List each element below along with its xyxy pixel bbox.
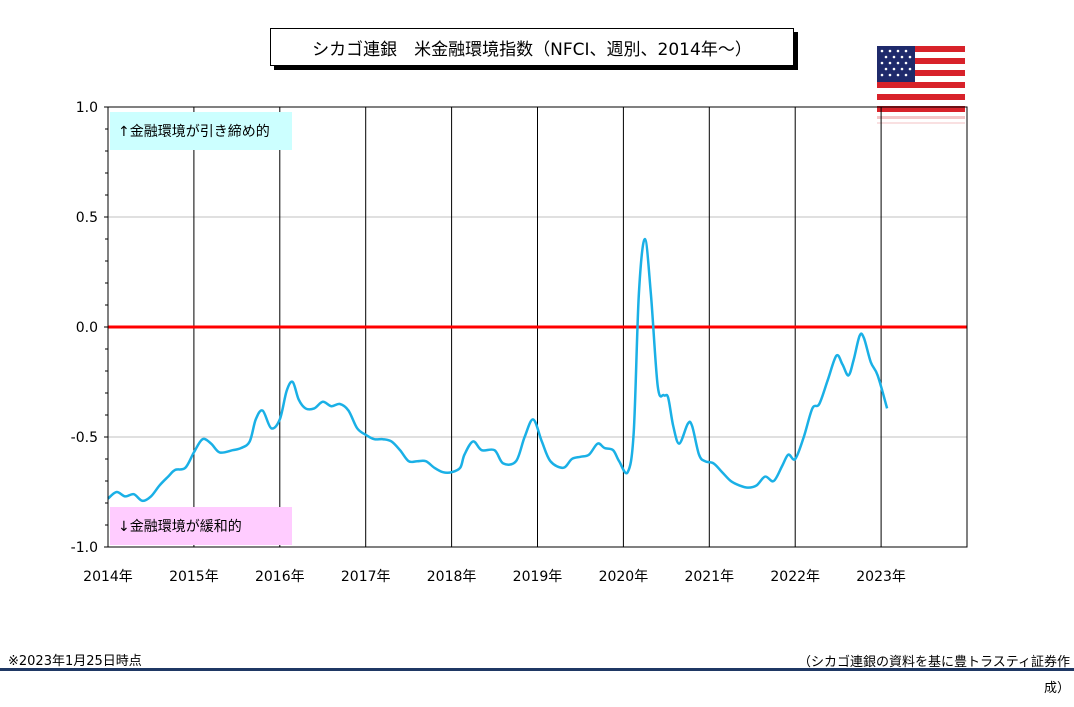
as-of-footnote: ※2023年1月25日時点 <box>8 654 142 669</box>
plot-area-frame <box>107 106 968 548</box>
x-tick-label: 2018年 <box>427 569 477 585</box>
axis-labels: 1.0 0.5 0.0 -0.5 -1.0 2014年 2015年 2016年 2017年 201… <box>71 100 906 585</box>
x-tick-label: 2017年 <box>341 569 391 585</box>
source-note: （シカゴ連銀の資料を基に豊トラスティ証券作成） <box>798 655 1070 696</box>
footer-divider <box>0 668 1074 671</box>
nfci-series-line <box>107 237 889 503</box>
y-tick-label: 1.0 <box>76 100 98 116</box>
x-tick-label: 2023年 <box>856 569 906 585</box>
y-tick-label: -1.0 <box>71 540 98 556</box>
x-tick-label: 2015年 <box>169 569 219 585</box>
us-flag-icon <box>877 46 965 126</box>
x-tick-label: 2021年 <box>684 569 734 585</box>
chart-title: シカゴ連銀 米金融環境指数（NFCI、週別、2014年～） <box>270 28 794 66</box>
x-tick-label: 2016年 <box>255 569 305 585</box>
y-tick-label: 0.5 <box>76 210 98 226</box>
y-tick-label: -0.5 <box>71 430 98 446</box>
y-tick-label: 0.0 <box>76 320 98 336</box>
axis-ticks <box>104 106 108 548</box>
tightening-annotation: ↑金融環境が引き締め的 <box>110 112 292 150</box>
x-tick-label: 2014年 <box>83 569 133 585</box>
easing-annotation: ↓金融環境が緩和的 <box>110 507 292 545</box>
x-tick-label: 2022年 <box>770 569 820 585</box>
x-tick-label: 2019年 <box>513 569 563 585</box>
x-tick-label: 2020年 <box>599 569 649 585</box>
